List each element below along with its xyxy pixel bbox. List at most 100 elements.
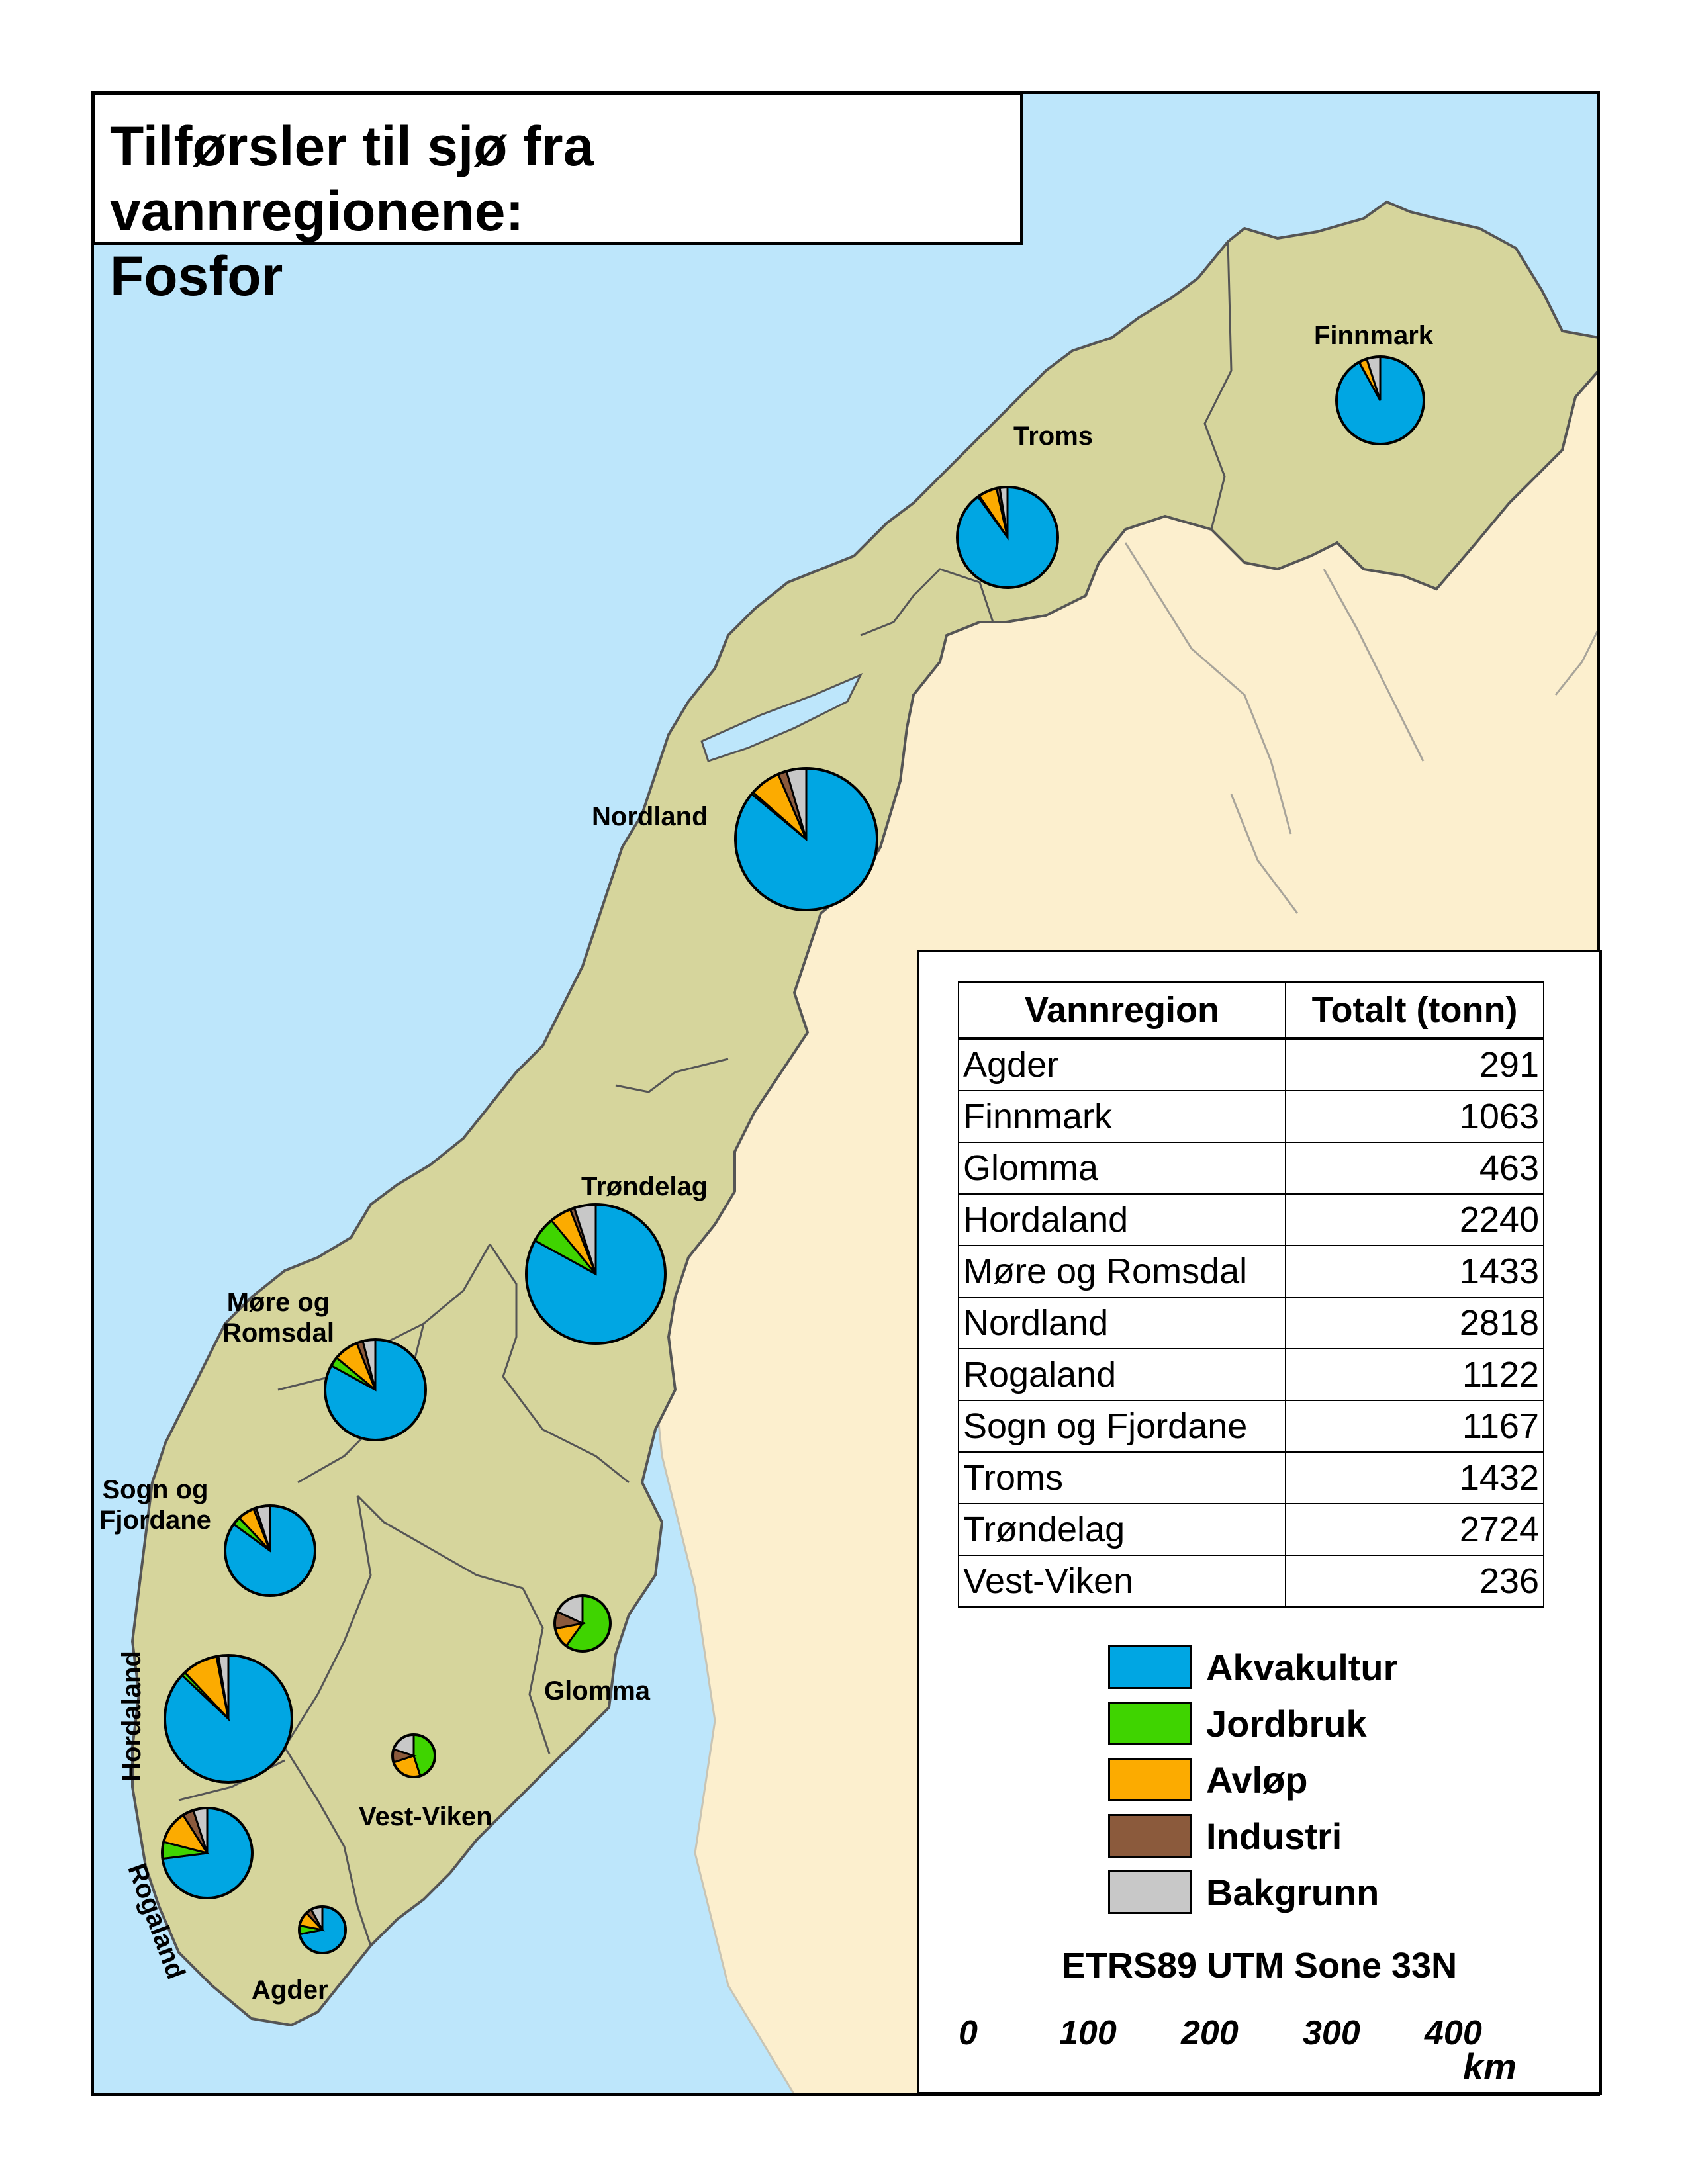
legend-label-jordbruk: Jordbruk (1206, 1702, 1367, 1745)
vestfjorden (700, 673, 863, 762)
row-total: 1432 (1285, 1451, 1544, 1504)
pie-agder (298, 1905, 347, 1954)
totals-table: Vannregion Totalt (tonn) Agder 291 Finnma… (958, 981, 1544, 1608)
pie-outline-agder (298, 1905, 347, 1954)
pie-charts (161, 355, 1425, 1954)
legend-label-bakgrunn: Bakgrunn (1206, 1871, 1380, 1913)
norway-land (130, 200, 1600, 2027)
scale-tick-300: 300 (1303, 2014, 1360, 2052)
table-row: Rogaland 1122 (958, 1348, 1544, 1401)
row-name: Glomma (958, 1142, 1286, 1195)
table-row: Sogn og Fjordane 1167 (958, 1400, 1544, 1453)
label-glomma: Glomma (544, 1676, 651, 1706)
pie-vest-viken (391, 1733, 436, 1778)
label-more-og-romsdal: Møre og Romsdal (222, 1287, 334, 1348)
scale-tick-100: 100 (1059, 2014, 1117, 2052)
scale-tick-400: 400 (1425, 2014, 1482, 2052)
pie-outline-vest-viken (391, 1733, 436, 1778)
legend-swatch-jordbruk (1108, 1702, 1192, 1745)
pie-outline-sogn-og-fjordane (224, 1504, 316, 1597)
label-nordland: Nordland (592, 802, 708, 831)
table-row: Trøndelag 2724 (958, 1503, 1544, 1556)
row-total: 1433 (1285, 1245, 1544, 1298)
label-hordaland: Hordaland (117, 1651, 146, 1782)
projection-label: ETRS89 UTM Sone 33N (1061, 1946, 1458, 1985)
legend-swatch-bakgrunn (1108, 1870, 1192, 1914)
pie-outline-glomma (553, 1594, 612, 1653)
scale-tick-0: 0 (959, 2014, 978, 2052)
pie-m-re-og-romsdal (324, 1338, 427, 1441)
table-row: Hordaland 2240 (958, 1193, 1544, 1246)
row-total: 236 (1285, 1555, 1544, 1608)
row-total: 1063 (1285, 1090, 1544, 1143)
pie-outline-troms (956, 486, 1059, 589)
row-name: Troms (958, 1451, 1286, 1504)
pie-nordland (734, 767, 878, 911)
table-row: Nordland 2818 (958, 1297, 1544, 1349)
scale-tick-200: 200 (1181, 2014, 1239, 2052)
pie-rogaland (161, 1807, 254, 1899)
legend-swatch-avlop (1108, 1758, 1192, 1801)
label-sogn-line-2: Fjordane (99, 1506, 211, 1535)
pie-glomma (553, 1594, 612, 1653)
title-line-2: Fosfor (110, 245, 283, 307)
legend-item-jordbruk: Jordbruk (1108, 1700, 1367, 1747)
pie-tr-ndelag (525, 1203, 667, 1345)
pie-outline-hordaland (164, 1654, 293, 1784)
table-row: Finnmark 1063 (958, 1090, 1544, 1143)
table-header-row: Vannregion Totalt (tonn) (958, 981, 1544, 1040)
label-sogn-og-fjordane: Sogn og Fjordane (99, 1475, 211, 1535)
label-sogn-line-1: Sogn og (102, 1475, 209, 1504)
table-row: Møre og Romsdal 1433 (958, 1245, 1544, 1298)
row-name: Møre og Romsdal (958, 1245, 1286, 1298)
pie-sogn-og-fjordane (224, 1504, 316, 1597)
pie-outline-nordland (734, 767, 878, 911)
legend-item-bakgrunn: Bakgrunn (1108, 1869, 1379, 1915)
row-total: 2724 (1285, 1503, 1544, 1556)
row-name: Rogaland (958, 1348, 1286, 1401)
row-name: Nordland (958, 1297, 1286, 1349)
row-name: Trøndelag (958, 1503, 1286, 1556)
title-line-1: Tilførsler til sjø fra vannregionene: (110, 115, 594, 242)
header-totalt: Totalt (tonn) (1285, 981, 1544, 1040)
header-vannregion: Vannregion (958, 981, 1286, 1040)
table-row: Agder 291 (958, 1038, 1544, 1091)
row-name: Agder (958, 1038, 1286, 1091)
pie-troms (956, 486, 1059, 589)
row-name: Finnmark (958, 1090, 1286, 1143)
title-box: Tilførsler til sjø fra vannregionene: Fo… (93, 93, 1023, 307)
pie-finnmark (1335, 355, 1425, 445)
legend-label-avlop: Avløp (1206, 1758, 1308, 1801)
legend-swatch-akvakultur (1108, 1645, 1192, 1689)
table-row: Glomma 463 (958, 1142, 1544, 1195)
scale-unit: km (1463, 2046, 1517, 2087)
label-vest-viken: Vest-Viken (359, 1802, 492, 1831)
row-name: Hordaland (958, 1193, 1286, 1246)
pie-outline-finnmark (1335, 355, 1425, 445)
legend-swatch-industri (1108, 1814, 1192, 1858)
legend-label-industri: Industri (1206, 1815, 1342, 1857)
pie-outline-tr-ndelag (525, 1203, 667, 1345)
label-finnmark: Finnmark (1314, 321, 1434, 350)
row-total: 2818 (1285, 1297, 1544, 1349)
legend-item-avlop: Avløp (1108, 1756, 1307, 1803)
row-total: 291 (1285, 1038, 1544, 1091)
pie-outline-m-re-og-romsdal (324, 1338, 427, 1441)
legend-panel: Vannregion Totalt (tonn) Agder 291 Finnma… (917, 950, 1602, 2095)
legend-item-industri: Industri (1108, 1813, 1342, 1859)
label-agder: Agder (252, 1976, 328, 2005)
row-total: 463 (1285, 1142, 1544, 1195)
label-troms: Troms (1013, 422, 1094, 451)
label-more-line-2: Romsdal (222, 1318, 334, 1347)
label-more-line-1: Møre og (226, 1288, 330, 1317)
row-total: 2240 (1285, 1193, 1544, 1246)
rivers (1124, 542, 1600, 914)
legend-label-akvakultur: Akvakultur (1206, 1646, 1398, 1688)
row-total: 1167 (1285, 1400, 1544, 1453)
row-total: 1122 (1285, 1348, 1544, 1401)
table-row: Vest-Viken 236 (958, 1555, 1544, 1608)
label-trondelag: Trøndelag (581, 1172, 708, 1201)
pie-hordaland (164, 1654, 293, 1784)
pie-outline-rogaland (161, 1807, 254, 1899)
row-name: Vest-Viken (958, 1555, 1286, 1608)
